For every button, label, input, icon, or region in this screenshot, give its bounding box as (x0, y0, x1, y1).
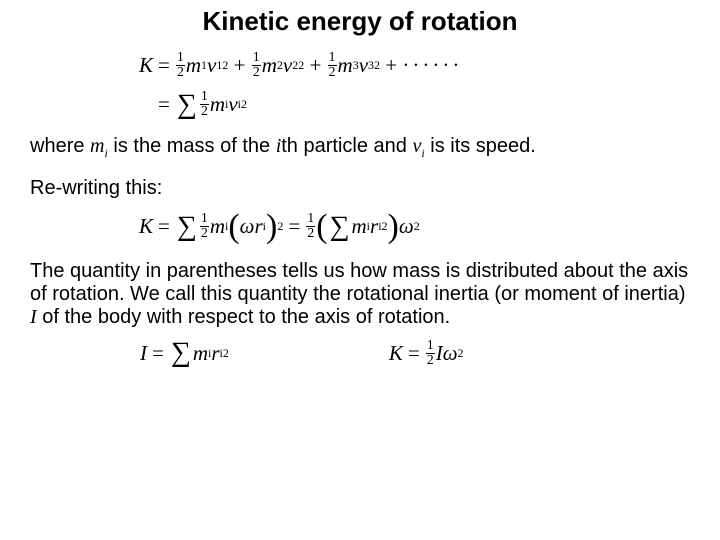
eq1-lhs: K (125, 54, 153, 76)
half-fraction: 12 (176, 51, 185, 80)
equation-kinetic-final: K = 12 I ω2 (389, 339, 464, 368)
paragraph-where: where mi is the mass of the ith particle… (30, 135, 690, 161)
equals-sign: = (158, 54, 170, 76)
paragraph-explanation: The quantity in parentheses tells us how… (30, 260, 690, 329)
equation-bottom-row: I = ∑ mi ri2 K = 12 I ω2 (140, 339, 690, 368)
equation-moment-of-inertia: I = ∑ mi ri2 (140, 339, 229, 368)
equation-kinetic-sum-expanded: K = 12 m1 v12 + 12 m2 v22 + 12 m3 v32 + … (125, 51, 690, 119)
sigma-icon: ∑ (330, 213, 350, 241)
paragraph-rewriting: Re-writing this: (30, 177, 690, 200)
sigma-icon: ∑ (177, 213, 197, 241)
slide: Kinetic energy of rotation K = 12 m1 v12… (0, 0, 720, 368)
ellipsis: ······ (402, 54, 462, 76)
equation-kinetic-omega: K = ∑ 12 mi ( ωri ) 2 = 12 ( ∑ mi ri2 ) … (125, 210, 690, 244)
sigma-icon: ∑ (177, 91, 197, 119)
sigma-icon: ∑ (171, 339, 191, 367)
slide-title: Kinetic energy of rotation (30, 6, 690, 37)
